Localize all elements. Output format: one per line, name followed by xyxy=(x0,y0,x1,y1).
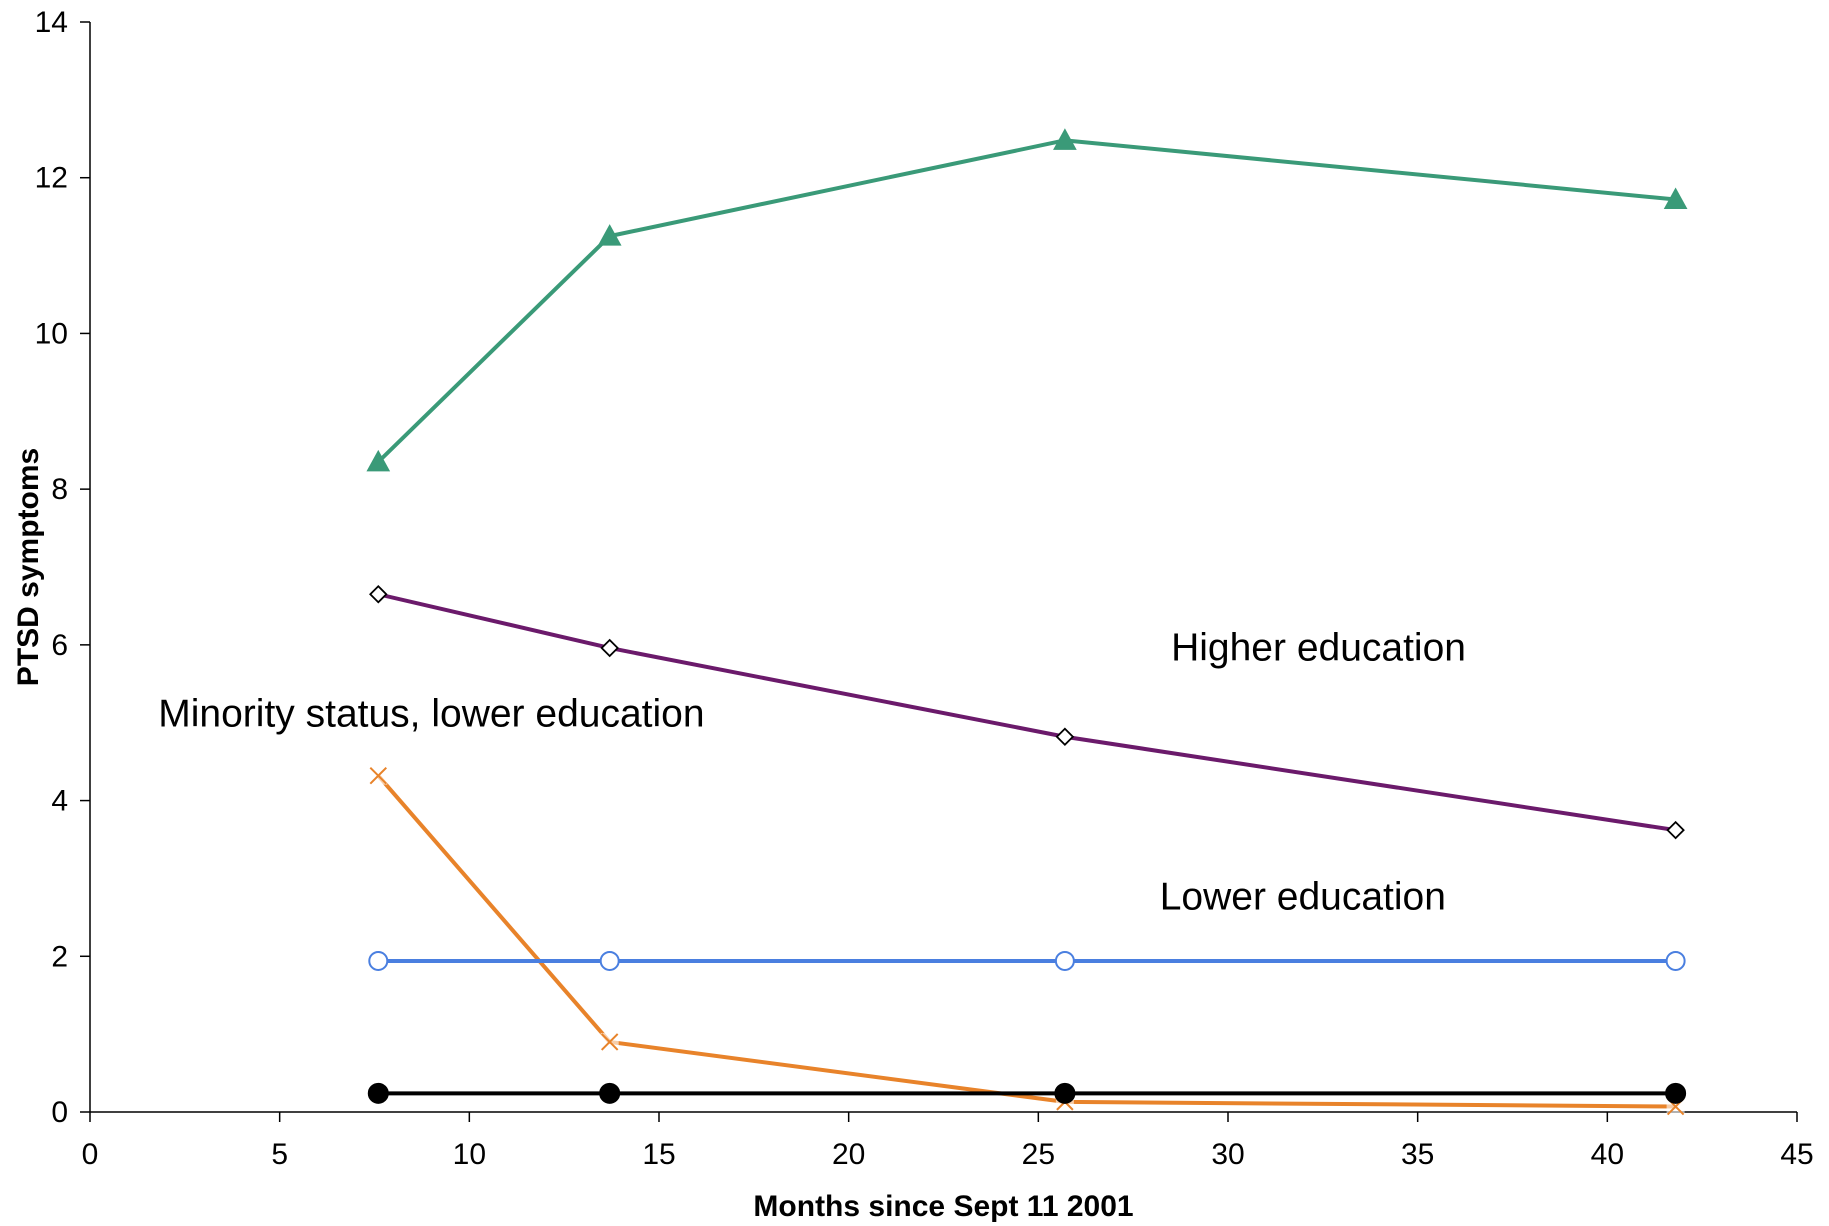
y-tick-label: 10 xyxy=(35,317,68,350)
data-point xyxy=(597,224,622,246)
y-tick-label: 2 xyxy=(51,940,68,973)
data-point-stroke xyxy=(600,1033,619,1051)
annotation-label: Lower education xyxy=(1160,876,1446,919)
series-line xyxy=(376,774,1676,1109)
data-point xyxy=(1665,1082,1687,1104)
x-tick-label: 20 xyxy=(832,1138,865,1171)
data-point xyxy=(1054,950,1075,971)
x-tick-label: 45 xyxy=(1780,1138,1813,1171)
data-point xyxy=(600,1032,619,1051)
x-tick-label: 25 xyxy=(1022,1138,1055,1171)
series-line xyxy=(377,592,1676,833)
data-point xyxy=(369,584,388,604)
annotation-label: Higher education xyxy=(1171,626,1466,669)
series-0 xyxy=(366,128,1688,472)
series-4 xyxy=(367,1082,1687,1104)
data-point xyxy=(599,1082,621,1104)
y-tick-label: 4 xyxy=(51,785,68,818)
data-point xyxy=(1666,820,1685,840)
data-point xyxy=(368,950,389,971)
y-tick-label: 8 xyxy=(51,473,68,506)
data-point xyxy=(600,638,619,658)
y-tick-label: 12 xyxy=(35,162,68,195)
series-2 xyxy=(369,766,1685,1116)
data-point xyxy=(1663,187,1688,210)
data-point xyxy=(1055,727,1075,747)
y-tick-label: 6 xyxy=(51,629,68,662)
data-point xyxy=(369,766,388,785)
data-point-stroke xyxy=(369,766,388,785)
data-point xyxy=(366,449,391,472)
series-1 xyxy=(369,584,1685,840)
data-point xyxy=(1665,950,1686,971)
annotations: Higher education Minority status, lower e… xyxy=(158,626,1466,918)
data-point xyxy=(367,1082,389,1104)
y-axis-title: PTSD symptoms xyxy=(12,448,45,686)
x-tick-label: 30 xyxy=(1211,1138,1244,1171)
axes: 0 2 4 6 8 10 12 14 0 5 10 15 20 25 30 35 40 45 xyxy=(35,6,1814,1171)
y-tick-label: 14 xyxy=(35,6,68,39)
series-3 xyxy=(368,950,1686,971)
x-tick-label: 40 xyxy=(1591,1138,1624,1171)
data-point xyxy=(599,950,620,971)
x-tick-label: 5 xyxy=(271,1138,288,1171)
data-point xyxy=(1054,1082,1076,1104)
series-line xyxy=(376,138,1676,464)
x-tick-label: 15 xyxy=(642,1138,675,1171)
x-tick-label: 35 xyxy=(1401,1138,1434,1171)
series-group xyxy=(366,128,1688,1116)
x-axis-title: Months since Sept 11 2001 xyxy=(753,1190,1133,1223)
y-tick-label: 0 xyxy=(51,1096,68,1129)
x-tick-label: 10 xyxy=(453,1138,486,1171)
x-tick-label: 0 xyxy=(82,1138,99,1171)
annotation-label: Minority status, lower education xyxy=(158,693,704,736)
data-point xyxy=(1053,128,1077,150)
